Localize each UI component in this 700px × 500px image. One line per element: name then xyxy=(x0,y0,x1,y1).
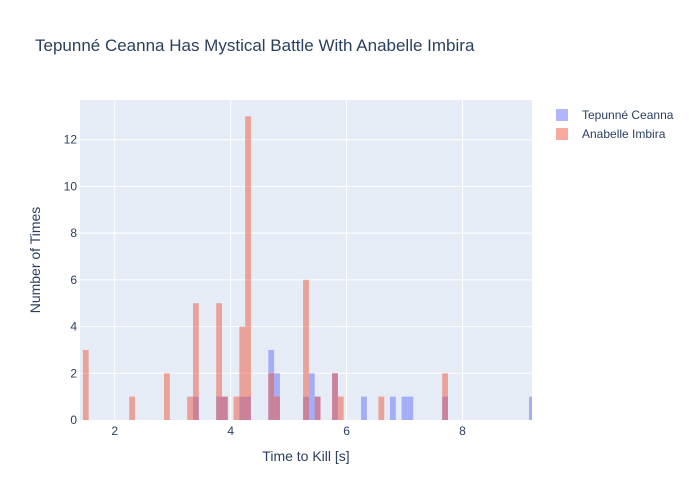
x-tick-label: 4 xyxy=(227,424,234,438)
chart-title: Tepunné Ceanna Has Mystical Battle With … xyxy=(35,36,475,55)
histogram-bar[interactable] xyxy=(308,373,315,420)
histogram-bar[interactable] xyxy=(239,326,246,420)
histogram-bar[interactable] xyxy=(314,396,321,420)
x-tick-label: 2 xyxy=(111,424,118,438)
x-tick-label: 6 xyxy=(343,424,350,438)
histogram-bar[interactable] xyxy=(233,396,240,420)
histogram-bar[interactable] xyxy=(268,373,275,420)
legend[interactable]: Tepunné Ceanna Anabelle Imbira xyxy=(556,108,674,141)
y-tick-label: 6 xyxy=(70,273,77,287)
histogram-bar[interactable] xyxy=(216,303,222,420)
legend-item[interactable]: Anabelle Imbira xyxy=(556,127,666,141)
y-tick-label: 0 xyxy=(70,413,77,427)
series-2-bars xyxy=(82,116,448,420)
histogram-bar[interactable] xyxy=(193,303,199,420)
histogram-bar[interactable] xyxy=(221,396,228,420)
histogram-bar[interactable] xyxy=(82,349,89,420)
histogram-bar[interactable] xyxy=(529,396,535,420)
x-tick-label: 8 xyxy=(459,424,466,438)
histogram-bar[interactable] xyxy=(164,373,170,420)
histogram-bar[interactable] xyxy=(401,396,408,420)
legend-swatch xyxy=(556,128,568,140)
histogram-bar[interactable] xyxy=(407,396,414,420)
histogram-bar[interactable] xyxy=(129,396,136,420)
y-tick-labels: 0 2 4 6 8 10 12 xyxy=(64,133,78,427)
histogram-bar[interactable] xyxy=(361,396,367,420)
legend-item[interactable]: Tepunné Ceanna xyxy=(556,108,674,122)
legend-swatch xyxy=(556,109,568,121)
histogram-bar[interactable] xyxy=(303,279,309,420)
y-tick-label: 12 xyxy=(64,133,78,147)
histogram-bar[interactable] xyxy=(390,396,396,420)
y-tick-label: 10 xyxy=(64,179,78,193)
y-tick-label: 4 xyxy=(70,320,77,334)
histogram-bar[interactable] xyxy=(332,373,338,420)
histogram-bar[interactable] xyxy=(337,396,344,420)
y-tick-label: 8 xyxy=(70,226,77,240)
x-gridlines xyxy=(114,100,463,420)
legend-label: Anabelle Imbira xyxy=(582,127,666,141)
y-tick-label: 2 xyxy=(70,366,77,380)
histogram-bar[interactable] xyxy=(378,396,385,420)
legend-label: Tepunné Ceanna xyxy=(582,108,674,122)
histogram-bar[interactable] xyxy=(187,396,193,420)
histogram-bar[interactable] xyxy=(442,373,448,420)
x-axis-title: Time to Kill [s] xyxy=(262,448,349,464)
histogram-bar[interactable] xyxy=(274,396,280,420)
y-axis-title: Number of Times xyxy=(27,207,43,314)
x-tick-labels: 2 4 6 8 xyxy=(111,424,466,438)
histogram-bars xyxy=(82,116,535,420)
histogram-bar[interactable] xyxy=(245,116,251,420)
